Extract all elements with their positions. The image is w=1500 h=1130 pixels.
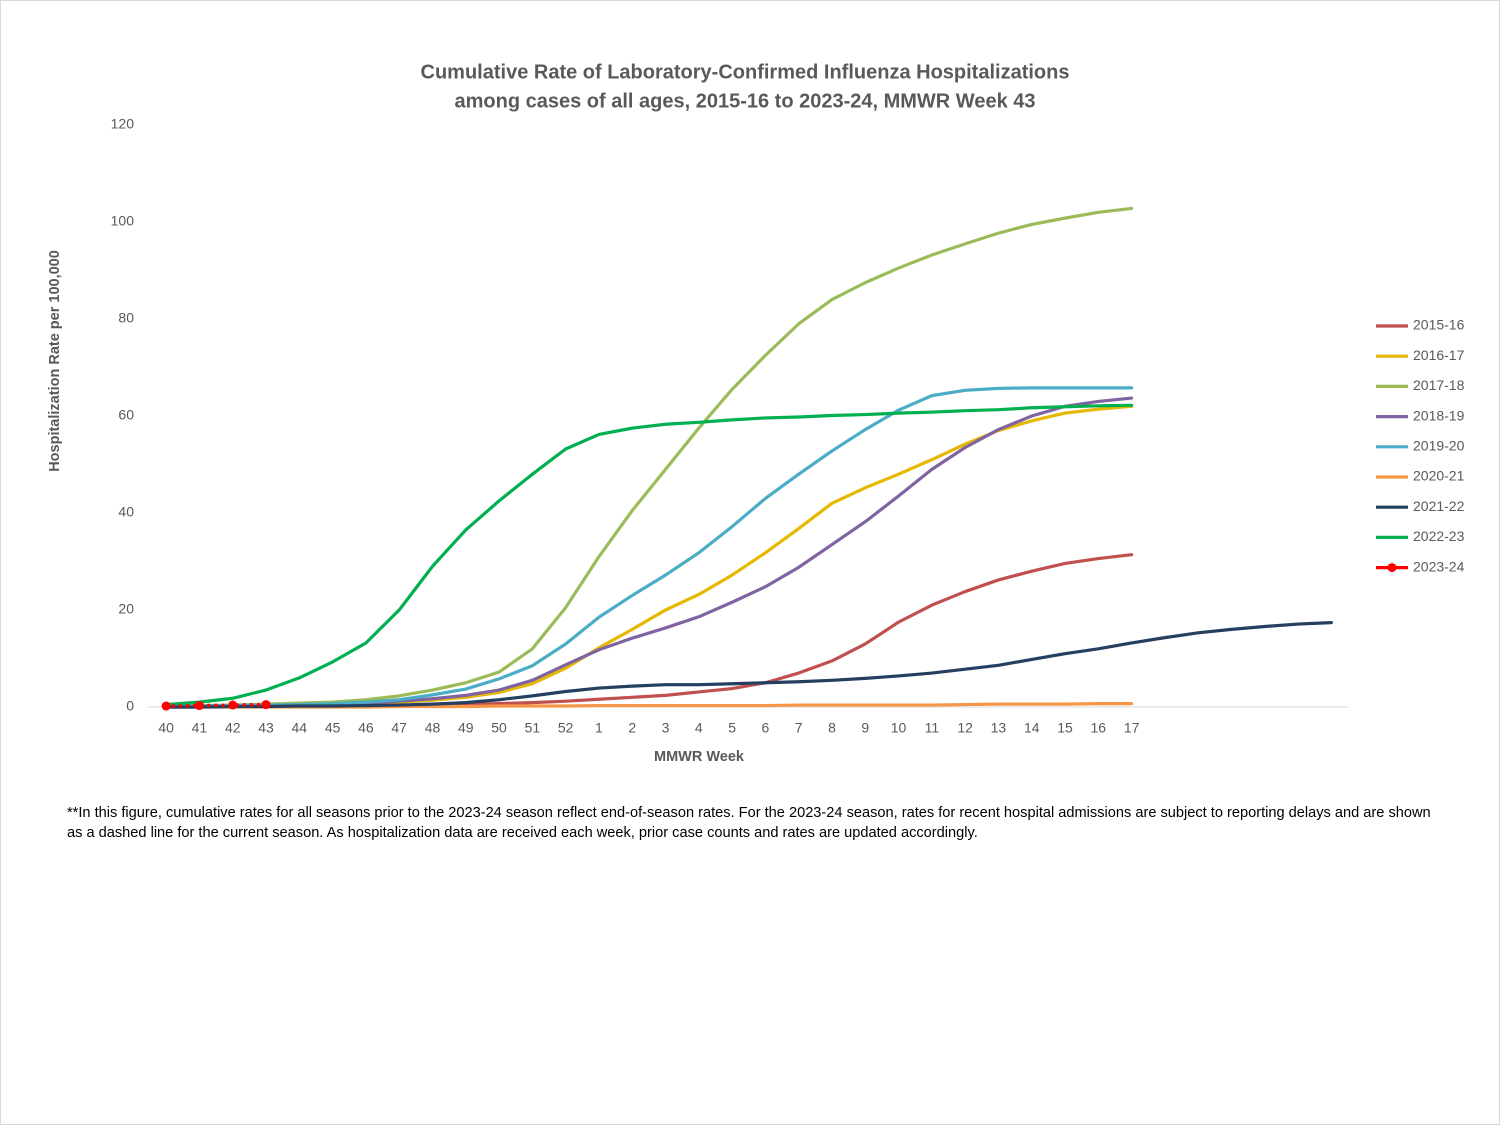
x-tick-label: 47 — [391, 720, 407, 736]
x-tick-label: 7 — [795, 720, 803, 736]
series-line — [164, 396, 1134, 709]
y-tick-label: 120 — [111, 116, 135, 132]
y-tick-label: 80 — [118, 310, 134, 326]
legend-label: 2016-17 — [1413, 347, 1465, 363]
x-tick-label: 5 — [728, 720, 736, 736]
series-marker — [161, 701, 171, 711]
x-tick-label: 52 — [558, 720, 574, 736]
series-marker — [261, 700, 271, 710]
x-tick-label: 46 — [358, 720, 374, 736]
y-tick-label: 20 — [118, 601, 134, 617]
x-tick-label: 9 — [861, 720, 869, 736]
x-tick-label: 44 — [292, 720, 308, 736]
x-tick-label: 10 — [891, 720, 907, 736]
y-tick-label: 40 — [118, 504, 134, 520]
legend-label: 2017-18 — [1413, 377, 1465, 393]
series-line — [164, 386, 1134, 709]
x-tick-label: 49 — [458, 720, 474, 736]
x-tick-label: 45 — [325, 720, 341, 736]
x-tick-label: 6 — [761, 720, 769, 736]
x-tick-label: 41 — [192, 720, 208, 736]
legend-label: 2023-24 — [1413, 558, 1465, 574]
legend-label: 2022-23 — [1413, 528, 1465, 544]
x-tick-label: 43 — [258, 720, 274, 736]
x-tick-label: 50 — [491, 720, 507, 736]
legend-label: 2018-19 — [1413, 407, 1465, 423]
chart-title: among cases of all ages, 2015-16 to 2023… — [455, 90, 1036, 112]
legend-label: 2020-21 — [1413, 468, 1465, 484]
chart-title: Cumulative Rate of Laboratory-Confirmed … — [421, 61, 1070, 83]
y-tick-label: 60 — [118, 407, 134, 423]
x-tick-label: 40 — [158, 720, 174, 736]
y-axis-label: Hospitalization Rate per 100,000 — [47, 250, 63, 472]
x-tick-label: 11 — [925, 720, 940, 736]
legend-label: 2019-20 — [1413, 438, 1465, 454]
x-tick-label: 15 — [1057, 720, 1073, 736]
legend-label: 2015-16 — [1413, 317, 1465, 333]
y-tick-label: 0 — [126, 698, 134, 714]
x-tick-label: 48 — [425, 720, 441, 736]
x-tick-label: 4 — [695, 720, 703, 736]
x-tick-label: 1 — [595, 720, 603, 736]
x-tick-label: 2 — [628, 720, 636, 736]
x-tick-label: 14 — [1024, 720, 1040, 736]
series-line — [164, 404, 1134, 709]
x-tick-label: 12 — [957, 720, 973, 736]
series-line — [164, 403, 1134, 707]
series-marker — [194, 701, 204, 711]
series-marker — [228, 700, 238, 710]
series-line — [164, 702, 268, 708]
x-tick-label: 8 — [828, 720, 836, 736]
series-line — [164, 621, 1333, 709]
x-tick-label: 13 — [991, 720, 1007, 736]
x-tick-label: 51 — [525, 720, 541, 736]
x-tick-label: 3 — [662, 720, 670, 736]
legend-marker — [1387, 563, 1397, 573]
x-axis-label: MMWR Week — [654, 749, 745, 765]
legend-label: 2021-22 — [1413, 498, 1465, 514]
footnote: **In this figure, cumulative rates for a… — [67, 805, 1431, 841]
y-tick-label: 100 — [111, 213, 135, 229]
x-tick-label: 42 — [225, 720, 241, 736]
x-tick-label: 16 — [1091, 720, 1107, 736]
x-tick-label: 17 — [1124, 720, 1140, 736]
